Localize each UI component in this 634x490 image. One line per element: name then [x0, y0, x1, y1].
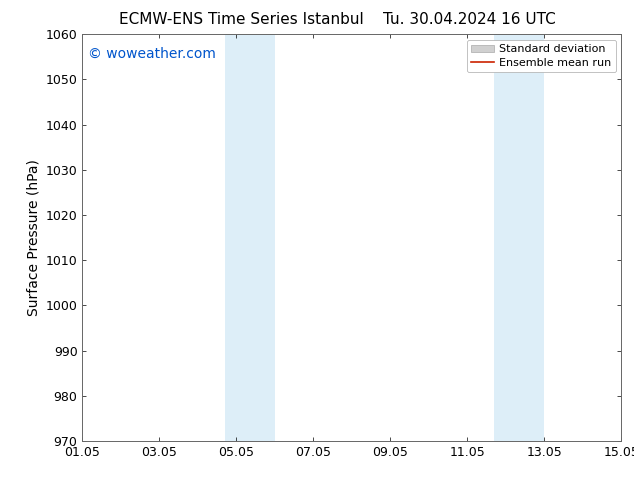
Bar	[495, 34, 545, 441]
Y-axis label: Surface Pressure (hPa): Surface Pressure (hPa)	[26, 159, 40, 316]
Text: ECMW-ENS Time Series Istanbul: ECMW-ENS Time Series Istanbul	[119, 12, 363, 27]
Text: Tu. 30.04.2024 16 UTC: Tu. 30.04.2024 16 UTC	[383, 12, 555, 27]
Bar	[225, 34, 275, 441]
Legend: Standard deviation, Ensemble mean run: Standard deviation, Ensemble mean run	[467, 40, 616, 72]
Text: © woweather.com: © woweather.com	[87, 47, 216, 60]
